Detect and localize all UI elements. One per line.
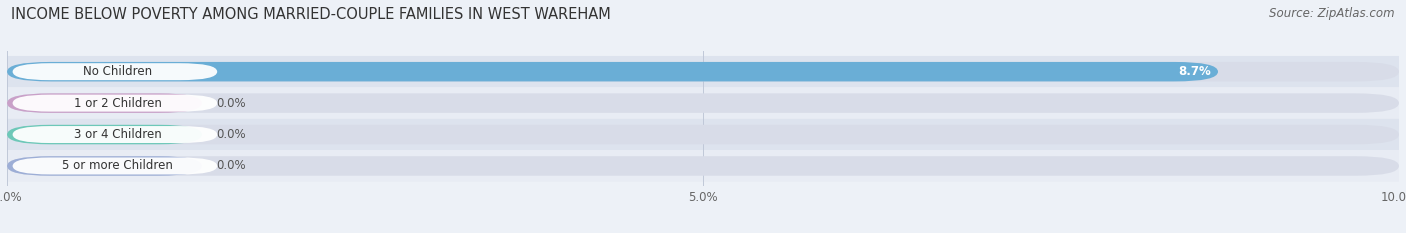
FancyBboxPatch shape xyxy=(7,150,1399,182)
FancyBboxPatch shape xyxy=(13,95,217,112)
FancyBboxPatch shape xyxy=(7,62,1399,81)
FancyBboxPatch shape xyxy=(7,119,1399,150)
Text: 0.0%: 0.0% xyxy=(217,97,246,110)
Text: 0.0%: 0.0% xyxy=(217,128,246,141)
FancyBboxPatch shape xyxy=(13,126,217,143)
Text: 8.7%: 8.7% xyxy=(1178,65,1211,78)
FancyBboxPatch shape xyxy=(7,156,202,176)
FancyBboxPatch shape xyxy=(7,93,202,113)
Text: 3 or 4 Children: 3 or 4 Children xyxy=(73,128,162,141)
FancyBboxPatch shape xyxy=(7,93,1399,113)
FancyBboxPatch shape xyxy=(7,125,202,144)
FancyBboxPatch shape xyxy=(13,158,217,175)
Text: No Children: No Children xyxy=(83,65,152,78)
FancyBboxPatch shape xyxy=(7,62,1218,81)
Text: 1 or 2 Children: 1 or 2 Children xyxy=(73,97,162,110)
FancyBboxPatch shape xyxy=(7,156,1399,176)
FancyBboxPatch shape xyxy=(7,56,1399,87)
Text: Source: ZipAtlas.com: Source: ZipAtlas.com xyxy=(1270,7,1395,20)
Text: 0.0%: 0.0% xyxy=(217,159,246,172)
Text: INCOME BELOW POVERTY AMONG MARRIED-COUPLE FAMILIES IN WEST WAREHAM: INCOME BELOW POVERTY AMONG MARRIED-COUPL… xyxy=(11,7,612,22)
FancyBboxPatch shape xyxy=(13,63,217,80)
FancyBboxPatch shape xyxy=(7,125,1399,144)
Text: 5 or more Children: 5 or more Children xyxy=(62,159,173,172)
FancyBboxPatch shape xyxy=(7,87,1399,119)
